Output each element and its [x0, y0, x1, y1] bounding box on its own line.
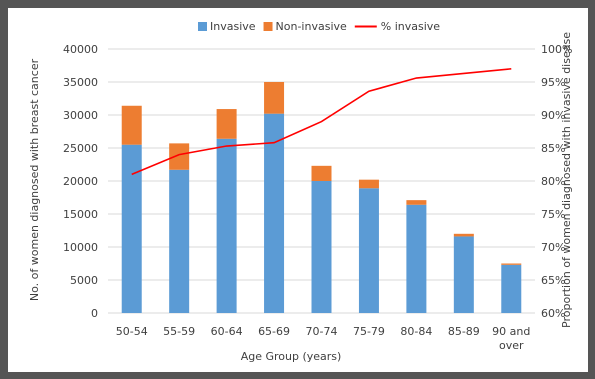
legend-swatch-invasive [198, 22, 207, 31]
bar-series [121, 82, 522, 314]
x-tick-label: 75-79 [353, 325, 385, 338]
bar-non-invasive [358, 179, 379, 189]
bar-non-invasive [311, 165, 332, 181]
line-percent-invasive [131, 68, 512, 176]
bar-invasive [358, 188, 379, 313]
legend-swatch-non-invasive [263, 22, 273, 31]
y-tick-label: 40000 [63, 43, 98, 56]
bar-invasive [501, 264, 522, 313]
y-tick-label: 0 [91, 307, 98, 320]
chart-frame: 0 5000 10000 15000 20000 25000 30000 35000 40000… [8, 8, 588, 372]
y-tick-label: 5000 [70, 274, 98, 287]
x-tick-label: 70-74 [306, 325, 338, 338]
y-tick-label: 25000 [63, 142, 98, 155]
x-tick-label: 55-59 [163, 325, 195, 338]
x-tick-label: 50-54 [116, 325, 148, 338]
y2-tick-label: 75% [541, 208, 565, 221]
y-axis-title: No. of women diagnosed with breast cance… [28, 58, 41, 301]
bar-non-invasive [216, 109, 237, 139]
legend: Invasive Non-invasive % invasive [198, 20, 440, 33]
bar-non-invasive [501, 263, 522, 265]
bar-invasive [453, 236, 474, 313]
legend-label-percent-invasive: % invasive [381, 20, 441, 33]
bar-invasive [216, 138, 237, 313]
x-tick-label: 60-64 [211, 325, 243, 338]
y-tick-label: 35000 [63, 76, 98, 89]
bar-non-invasive [406, 200, 427, 205]
x-tick-label: 65-69 [258, 325, 290, 338]
y2-tick-label: 60% [541, 307, 565, 320]
bar-invasive [169, 169, 190, 313]
combo-chart: 0 5000 10000 15000 20000 25000 30000 35000 40000… [28, 20, 573, 363]
bar-invasive [121, 144, 142, 313]
y2-tick-label: 65% [541, 274, 565, 287]
axes: 0 5000 10000 15000 20000 25000 30000 35000 40000… [63, 43, 572, 352]
y2-tick-label: 100% [541, 43, 572, 56]
y-tick-label: 10000 [63, 241, 98, 254]
line-series [131, 68, 512, 176]
x-tick-label: 85-89 [448, 325, 480, 338]
bar-non-invasive [169, 143, 190, 170]
y2-tick-label: 90% [541, 109, 565, 122]
bar-invasive [406, 204, 427, 313]
bar-invasive [264, 113, 285, 314]
legend-label-invasive: Invasive [210, 20, 256, 33]
bar-non-invasive [453, 233, 474, 237]
x-tick-label: 90 and over [492, 325, 530, 352]
y2-tick-label: 70% [541, 241, 565, 254]
x-axis-title: Age Group (years) [241, 350, 342, 363]
bar-invasive [311, 181, 332, 313]
x-tick-label: 80-84 [400, 325, 432, 338]
y2-tick-label: 80% [541, 175, 565, 188]
y-tick-label: 15000 [63, 208, 98, 221]
bar-non-invasive [264, 82, 285, 114]
legend-label-non-invasive: Non-invasive [276, 20, 347, 33]
bar-non-invasive [121, 105, 142, 145]
y2-tick-label: 95% [541, 76, 565, 89]
y2-tick-label: 85% [541, 142, 565, 155]
y2-axis-title: Proportion of women diagnosed with invas… [560, 32, 573, 328]
y-tick-label: 30000 [63, 109, 98, 122]
y-tick-label: 20000 [63, 175, 98, 188]
